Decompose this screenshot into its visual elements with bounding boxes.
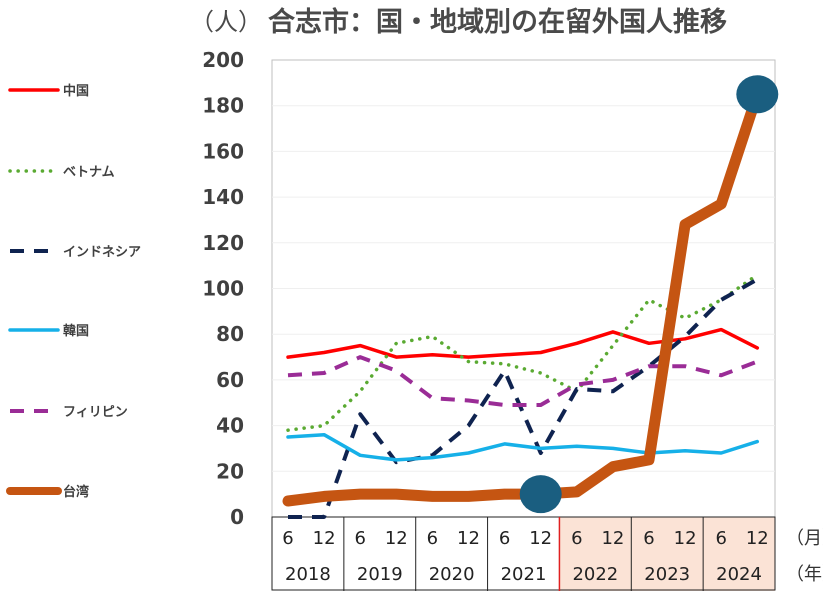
y-tick-label: 200: [202, 48, 244, 72]
month-tick-label: 6: [499, 528, 510, 549]
series-line-台湾: [282, 88, 763, 507]
year-tick-label: 2024: [716, 564, 762, 585]
highlight-marker: [519, 475, 562, 514]
month-tick-label: 6: [354, 528, 365, 549]
y-tick-label: 80: [216, 322, 244, 346]
month-tick-label: 12: [674, 528, 697, 549]
month-tick-label: 6: [282, 528, 293, 549]
year-highlight-bg: [703, 517, 775, 591]
month-tick-label: 12: [601, 528, 624, 549]
y-tick-label: 40: [216, 414, 244, 438]
y-tick-label: 20: [216, 459, 244, 483]
month-tick-label: 12: [313, 528, 336, 549]
legend-label-台湾: 台湾: [63, 484, 89, 500]
year-tick-label: 2018: [285, 564, 331, 585]
legend-label-フィリピン: フィリピン: [63, 405, 128, 420]
month-tick-label: 6: [571, 528, 582, 549]
year-highlight-bg: [631, 517, 704, 591]
y-tick-label: 120: [202, 231, 244, 255]
x-table-border: [271, 516, 776, 591]
series-line-韓国: [286, 432, 760, 462]
year-unit-label: （年）: [786, 564, 823, 585]
month-tick-label: 12: [529, 528, 552, 549]
month-tick-label: 12: [457, 528, 480, 549]
highlight-markers: [519, 75, 779, 514]
y-tick-label: 160: [202, 139, 244, 163]
legend-label-韓国: 韓国: [63, 323, 89, 339]
series-line-ベトナム: [286, 273, 760, 432]
year-tick-label: 2020: [429, 564, 475, 585]
y-tick-label: 0: [230, 505, 244, 529]
legend-label-ベトナム: ベトナム: [63, 165, 115, 180]
legend-label-中国: 中国: [63, 83, 89, 99]
year-highlight-bg: [559, 517, 632, 591]
y-tick-label: 140: [202, 185, 244, 209]
month-tick-label: 6: [715, 528, 726, 549]
x-axis-table: 6 12 6 12 6 12 6 12 6 12 6 12 6 12 2018 2019 2020 2021 202…: [271, 516, 776, 591]
year-tick-label: 2019: [357, 564, 403, 585]
year-tick-label: 2022: [572, 564, 618, 585]
month-tick-label: 6: [643, 528, 654, 549]
month-tick-label: 12: [746, 528, 769, 549]
unit-label: （人）: [190, 8, 262, 36]
month-unit-label: （月）: [786, 528, 823, 549]
series-lines: [282, 88, 763, 519]
year-tick-label: 2023: [644, 564, 690, 585]
chart-title: 合志市：国・地域別の在留外国人推移: [268, 6, 727, 38]
month-tick-label: 6: [427, 528, 438, 549]
series-line-インドネシア: [288, 277, 759, 519]
legend-label-インドネシア: インドネシア: [63, 245, 141, 260]
highlight-marker: [736, 75, 779, 114]
series-line-フィリピン: [287, 355, 759, 407]
y-tick-label: 180: [202, 94, 244, 118]
month-tick-label: 12: [385, 528, 408, 549]
y-tick-label: 60: [216, 368, 244, 392]
y-axis: 0 20 40 60 80 100 120 140 160 180 200: [202, 48, 244, 529]
year-tick-label: 2021: [501, 564, 547, 585]
y-tick-label: 100: [202, 277, 244, 301]
